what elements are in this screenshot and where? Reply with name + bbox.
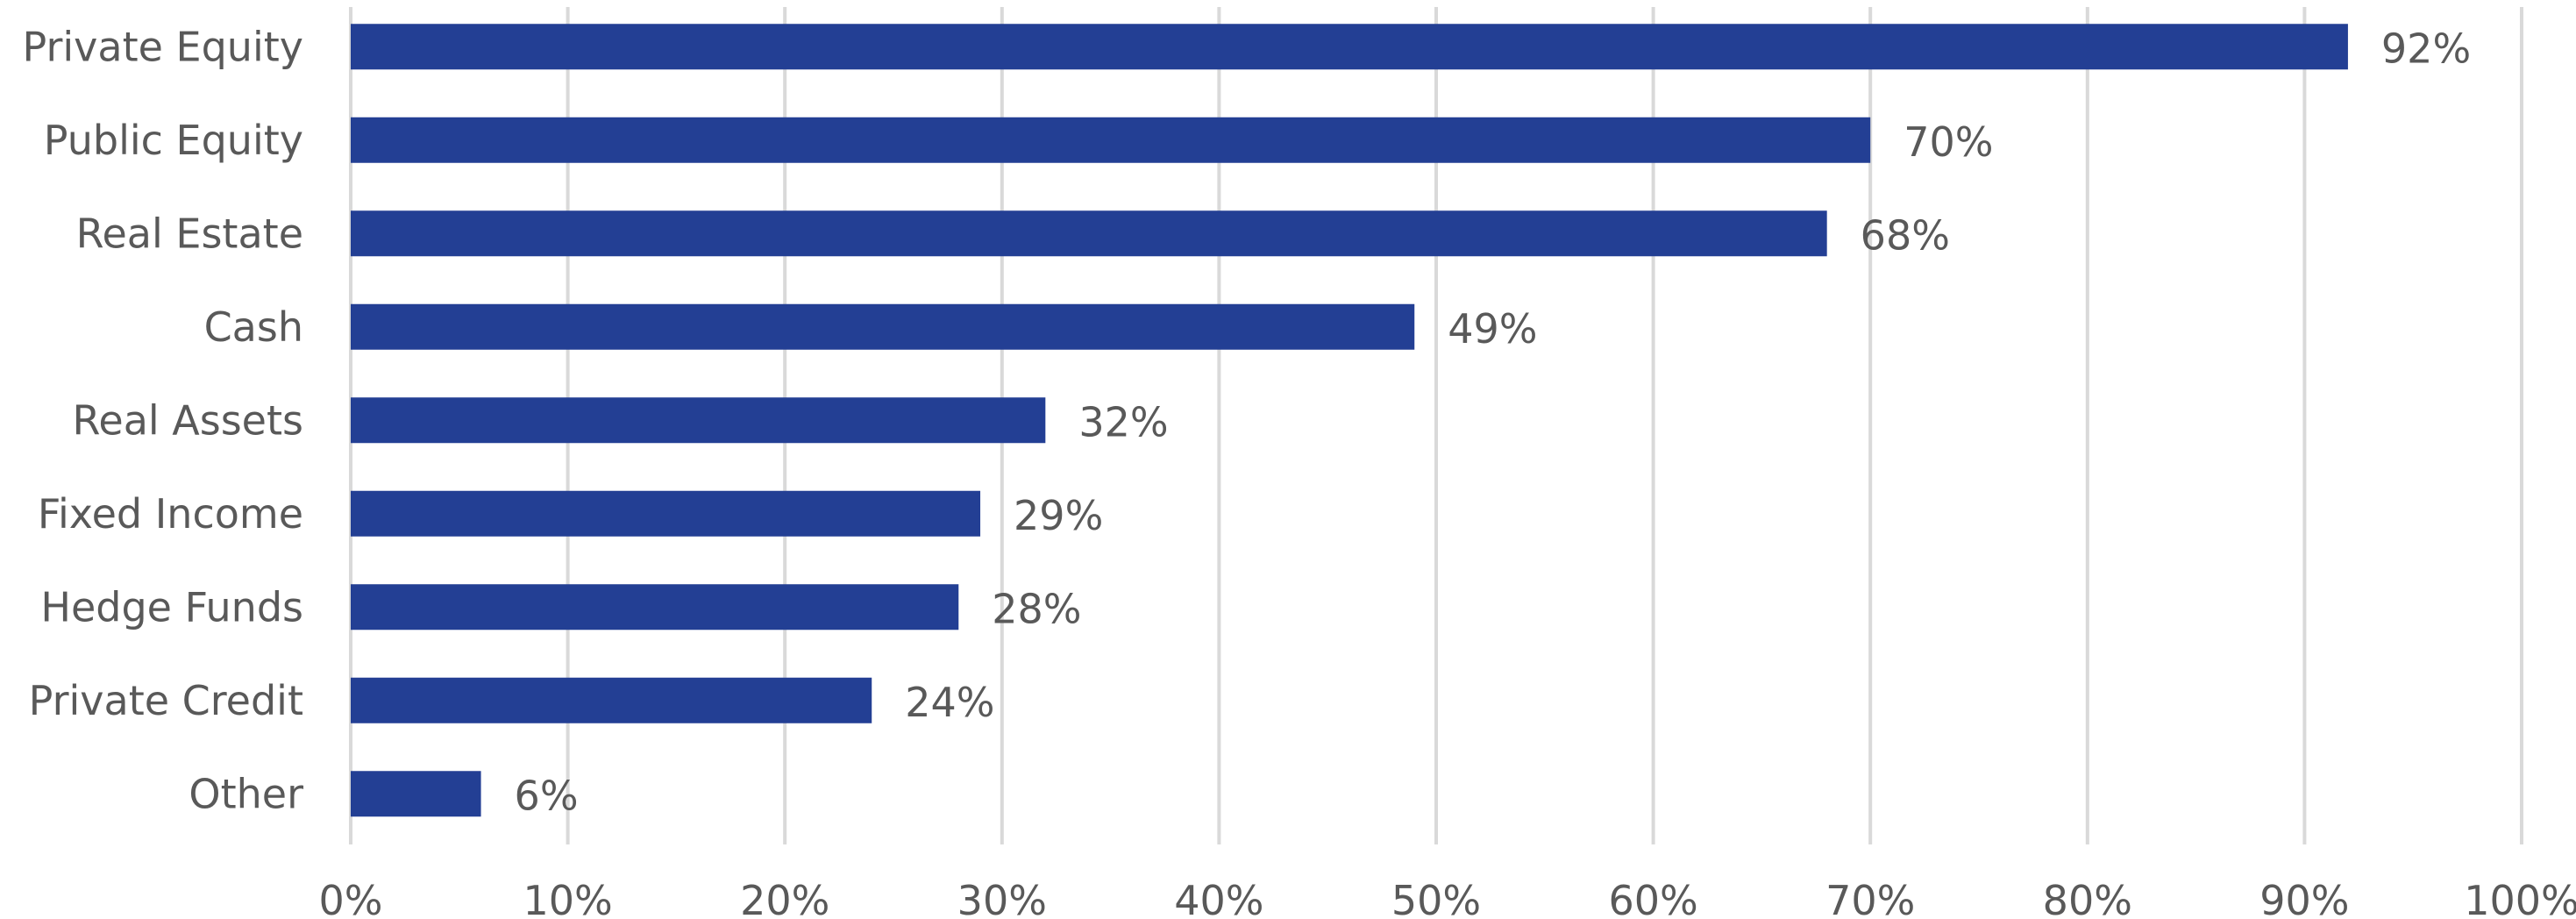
x-tick-label: 30% xyxy=(957,877,1047,919)
bar xyxy=(351,490,981,537)
x-tick-label: 80% xyxy=(2043,877,2132,919)
category-label: Cash xyxy=(204,303,303,351)
bar xyxy=(351,584,959,630)
data-label: 28% xyxy=(992,585,1081,632)
bar xyxy=(351,397,1046,444)
bar xyxy=(351,303,1415,350)
category-label: Fixed Income xyxy=(38,490,303,538)
x-tick-label: 40% xyxy=(1174,877,1263,919)
x-tick-label: 50% xyxy=(1391,877,1481,919)
category-label: Hedge Funds xyxy=(40,583,303,630)
category-label: Private Equity xyxy=(23,23,303,70)
data-label: 70% xyxy=(1904,118,1993,166)
x-tick-label: 0% xyxy=(319,877,383,919)
x-axis-tick-labels: 0% 10% 20% 30% 40% 50% 60% 70% 80% 90% 100% xyxy=(319,877,2576,919)
bar xyxy=(351,771,481,817)
category-label: Real Assets xyxy=(73,396,304,444)
bar xyxy=(351,117,1871,163)
category-label: Other xyxy=(189,770,303,817)
data-label: 92% xyxy=(2381,25,2471,72)
category-labels: Private Equity Public Equity Real Estate Ca… xyxy=(23,23,304,817)
category-label: Private Credit xyxy=(29,677,303,724)
data-label: 24% xyxy=(905,679,994,726)
data-label: 68% xyxy=(1861,211,1950,259)
bar xyxy=(351,24,2348,70)
x-tick-label: 70% xyxy=(1825,877,1915,919)
x-tick-label: 100% xyxy=(2464,877,2576,919)
category-label: Public Equity xyxy=(44,117,303,164)
bar xyxy=(351,210,1827,257)
data-label: 49% xyxy=(1448,305,1537,353)
data-label: 32% xyxy=(1078,398,1168,445)
x-tick-label: 90% xyxy=(2259,877,2349,919)
bars xyxy=(351,24,2348,817)
bar xyxy=(351,677,872,723)
x-tick-label: 60% xyxy=(1608,877,1697,919)
x-tick-label: 10% xyxy=(523,877,612,919)
category-label: Real Estate xyxy=(76,210,303,257)
x-tick-label: 20% xyxy=(740,877,829,919)
data-label: 6% xyxy=(515,772,579,819)
data-label: 29% xyxy=(1014,492,1103,539)
data-labels: 92% 70% 68% 49% 32% 29% 28% 24% 6% xyxy=(515,25,2472,819)
